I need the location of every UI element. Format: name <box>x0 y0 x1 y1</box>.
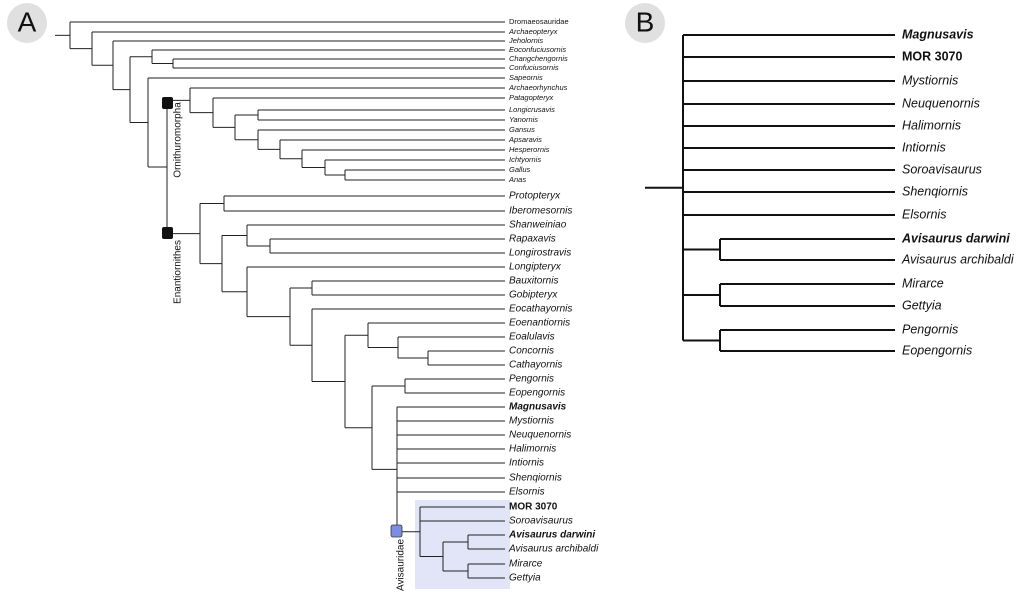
taxon-label: Gallus <box>509 165 531 174</box>
taxon-label: Changchengornis <box>509 54 568 63</box>
taxon-label: Avisaurus darwini <box>508 530 595 541</box>
taxon-label: Gettyia <box>902 298 942 312</box>
taxon-label: MOR 3070 <box>509 502 558 513</box>
taxon-label: Avisaurus archibaldi <box>901 252 1015 266</box>
taxon-label: Jeholornis <box>508 36 543 45</box>
taxon-label: Neuquenornis <box>902 96 980 110</box>
taxon-label: Yanornis <box>509 115 538 124</box>
taxon-label: Shenqiornis <box>509 473 562 484</box>
taxon-label: Eoalulavis <box>509 332 555 343</box>
taxon-label: Sapeornis <box>509 73 543 82</box>
taxon-label: Archaeopteryx <box>508 27 558 36</box>
taxon-label: Neuquenornis <box>509 430 571 441</box>
node-marker <box>162 97 173 109</box>
taxon-label: Patagopteryx <box>509 93 553 102</box>
taxon-label: Shanweiniao <box>509 220 567 231</box>
panel-badge <box>7 3 47 43</box>
taxon-label: Longirostravis <box>509 248 571 259</box>
taxon-label: Mystiornis <box>509 416 554 427</box>
taxon-label: Pengornis <box>902 322 958 336</box>
taxon-label: Bauxitornis <box>509 276 558 287</box>
taxon-label: Pengornis <box>509 374 554 385</box>
taxon-label: Avisaurus darwini <box>901 231 1010 245</box>
taxon-label: Cathayornis <box>509 360 562 371</box>
node-marker <box>162 227 173 239</box>
taxon-label: Eoconfuciusornis <box>509 45 566 54</box>
taxon-label: Longipteryx <box>509 262 562 273</box>
taxon-label: Gansus <box>509 125 535 134</box>
taxon-label: Intiornis <box>902 140 946 154</box>
taxon-label: Halimornis <box>509 444 556 455</box>
clade-label: Ornithuromorpha <box>173 102 184 178</box>
node-marker <box>390 524 403 538</box>
taxon-label: Iberomesornis <box>509 206 572 217</box>
taxon-label: Protopteryx <box>509 191 561 202</box>
taxon-label: Elsornis <box>509 487 545 498</box>
tree-a: DromaeosauridaeArchaeopteryxJeholornisEo… <box>55 17 599 584</box>
taxon-label: Mystiornis <box>902 73 958 87</box>
taxon-label: Eopengornis <box>509 388 565 399</box>
taxon-label: Concornis <box>509 346 554 357</box>
taxon-label: Eoenantiornis <box>509 318 570 329</box>
taxon-label: Eopengornis <box>902 343 972 357</box>
taxon-label: Rapaxavis <box>509 234 556 245</box>
taxon-label: Avisaurus archibaldi <box>508 544 599 555</box>
taxon-label: Hesperornis <box>509 145 550 154</box>
panel-label: B <box>636 6 655 37</box>
taxon-label: Mirarce <box>509 559 543 570</box>
clade-label: Avisauridae <box>396 539 407 592</box>
taxon-label: MOR 3070 <box>902 49 962 63</box>
taxon-label: Anas <box>508 175 526 184</box>
taxon-label: Mirarce <box>902 276 944 290</box>
taxon-label: Magnusavis <box>902 27 974 41</box>
taxon-label: Magnusavis <box>509 402 567 413</box>
taxon-label: Archaeorhynchus <box>508 83 568 92</box>
taxon-label: Longicrusavis <box>509 105 555 114</box>
taxon-label: Dromaeosauridae <box>509 17 569 26</box>
taxon-label: Ichtyornis <box>509 155 541 164</box>
avisauridae-highlight <box>415 500 510 589</box>
panel-label: A <box>18 6 37 37</box>
taxon-label: Halimornis <box>902 118 961 132</box>
taxon-label: Intiornis <box>509 458 544 469</box>
taxon-label: Soroavisaurus <box>509 516 573 527</box>
taxon-label: Soroavisaurus <box>902 162 982 176</box>
taxon-label: Confuciusornis <box>509 63 559 72</box>
taxon-label: Apsaravis <box>508 135 542 144</box>
tree-b: Magnusavis MOR 3070 Mystiornis Neuquenornis… <box>645 27 1015 357</box>
taxon-label: Elsornis <box>902 207 946 221</box>
taxon-label: Gettyia <box>509 573 541 584</box>
taxon-label: Eocathayornis <box>509 304 572 315</box>
taxon-label: Gobipteryx <box>509 290 558 301</box>
clade-label: Enantiornithes <box>173 240 184 304</box>
panel-badge <box>625 3 665 43</box>
taxon-label: Shenqiornis <box>902 184 968 198</box>
